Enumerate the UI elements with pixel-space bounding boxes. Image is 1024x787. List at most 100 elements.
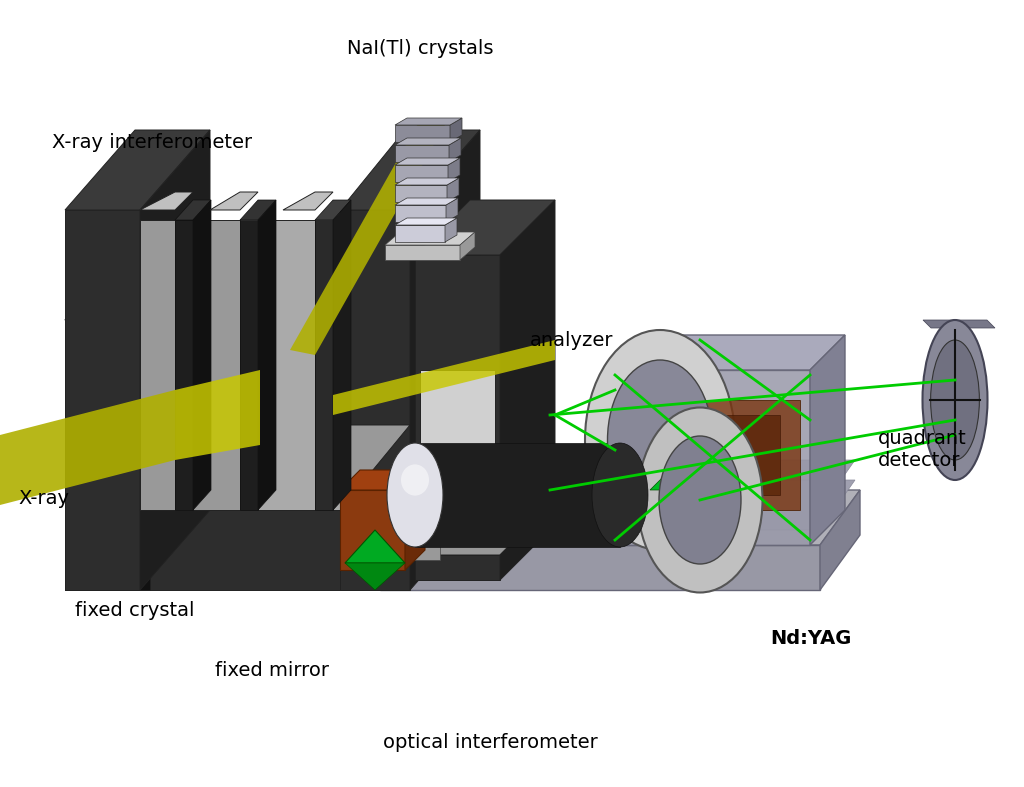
Polygon shape: [650, 460, 710, 490]
Polygon shape: [345, 530, 406, 563]
Polygon shape: [395, 178, 459, 185]
Polygon shape: [130, 235, 220, 320]
Polygon shape: [500, 200, 555, 555]
Polygon shape: [395, 125, 450, 142]
Polygon shape: [415, 500, 555, 555]
Polygon shape: [210, 192, 258, 210]
Polygon shape: [500, 500, 555, 580]
Polygon shape: [345, 563, 406, 590]
Polygon shape: [449, 138, 461, 162]
Polygon shape: [65, 320, 380, 590]
Polygon shape: [415, 555, 500, 580]
Polygon shape: [175, 220, 193, 510]
Polygon shape: [193, 220, 240, 510]
Text: analyzer: analyzer: [530, 331, 613, 350]
Polygon shape: [340, 130, 480, 210]
Polygon shape: [395, 145, 449, 162]
Polygon shape: [65, 320, 130, 590]
Polygon shape: [415, 200, 555, 255]
Polygon shape: [385, 245, 460, 260]
Polygon shape: [333, 220, 340, 510]
Polygon shape: [923, 320, 995, 328]
Polygon shape: [615, 370, 810, 545]
Polygon shape: [315, 220, 333, 510]
Polygon shape: [460, 232, 475, 260]
Polygon shape: [240, 220, 258, 510]
Polygon shape: [65, 130, 210, 210]
Polygon shape: [340, 210, 410, 590]
Polygon shape: [333, 340, 555, 415]
Polygon shape: [333, 200, 351, 510]
Polygon shape: [395, 138, 461, 145]
Polygon shape: [447, 178, 459, 202]
Ellipse shape: [592, 443, 648, 547]
Polygon shape: [385, 232, 475, 245]
Polygon shape: [445, 218, 457, 242]
Text: Nd:YAG: Nd:YAG: [770, 629, 851, 648]
Ellipse shape: [923, 320, 987, 480]
Polygon shape: [390, 460, 855, 510]
Polygon shape: [615, 335, 845, 370]
Polygon shape: [380, 545, 820, 590]
Polygon shape: [395, 198, 458, 205]
Polygon shape: [130, 320, 150, 590]
Polygon shape: [175, 200, 211, 220]
Polygon shape: [258, 200, 276, 510]
Polygon shape: [415, 443, 620, 547]
Polygon shape: [450, 118, 462, 142]
Polygon shape: [390, 480, 855, 530]
Polygon shape: [65, 235, 200, 320]
Polygon shape: [380, 235, 450, 590]
Ellipse shape: [931, 340, 979, 460]
Polygon shape: [640, 400, 800, 510]
Polygon shape: [415, 255, 500, 555]
Ellipse shape: [387, 443, 443, 547]
Polygon shape: [315, 200, 351, 220]
Text: fixed mirror: fixed mirror: [215, 661, 329, 680]
Text: NaI(Tl) crystals: NaI(Tl) crystals: [347, 39, 494, 58]
Polygon shape: [395, 225, 445, 242]
Polygon shape: [395, 185, 447, 202]
Ellipse shape: [585, 330, 735, 550]
Text: X-ray: X-ray: [18, 489, 69, 508]
Polygon shape: [65, 210, 140, 590]
Polygon shape: [650, 415, 780, 495]
Polygon shape: [446, 198, 458, 222]
Polygon shape: [380, 490, 860, 545]
Polygon shape: [140, 390, 340, 510]
Text: fixed crystal: fixed crystal: [75, 601, 195, 620]
Polygon shape: [810, 335, 845, 545]
Polygon shape: [820, 490, 860, 590]
Polygon shape: [395, 205, 446, 222]
Polygon shape: [0, 390, 175, 505]
Ellipse shape: [659, 436, 741, 564]
Polygon shape: [395, 218, 457, 225]
Polygon shape: [240, 200, 276, 220]
Polygon shape: [406, 470, 425, 570]
Polygon shape: [420, 370, 495, 450]
Polygon shape: [410, 540, 440, 560]
Polygon shape: [140, 192, 193, 210]
Ellipse shape: [638, 408, 763, 593]
Polygon shape: [175, 370, 260, 460]
Text: X-ray interferometer: X-ray interferometer: [52, 133, 252, 152]
Polygon shape: [395, 158, 460, 165]
Polygon shape: [193, 200, 211, 510]
Polygon shape: [395, 165, 449, 182]
Polygon shape: [449, 158, 460, 182]
Polygon shape: [140, 130, 210, 590]
Polygon shape: [340, 470, 425, 490]
Polygon shape: [290, 120, 445, 355]
Polygon shape: [65, 235, 450, 320]
Polygon shape: [140, 425, 410, 510]
Ellipse shape: [607, 360, 713, 520]
Polygon shape: [395, 118, 462, 125]
Text: optical interferometer: optical interferometer: [383, 733, 597, 752]
Ellipse shape: [401, 464, 429, 496]
Polygon shape: [140, 220, 175, 510]
Polygon shape: [410, 130, 480, 590]
Polygon shape: [340, 490, 406, 570]
Polygon shape: [283, 192, 333, 210]
Text: quadrant
detector: quadrant detector: [878, 430, 967, 471]
Polygon shape: [140, 305, 410, 390]
